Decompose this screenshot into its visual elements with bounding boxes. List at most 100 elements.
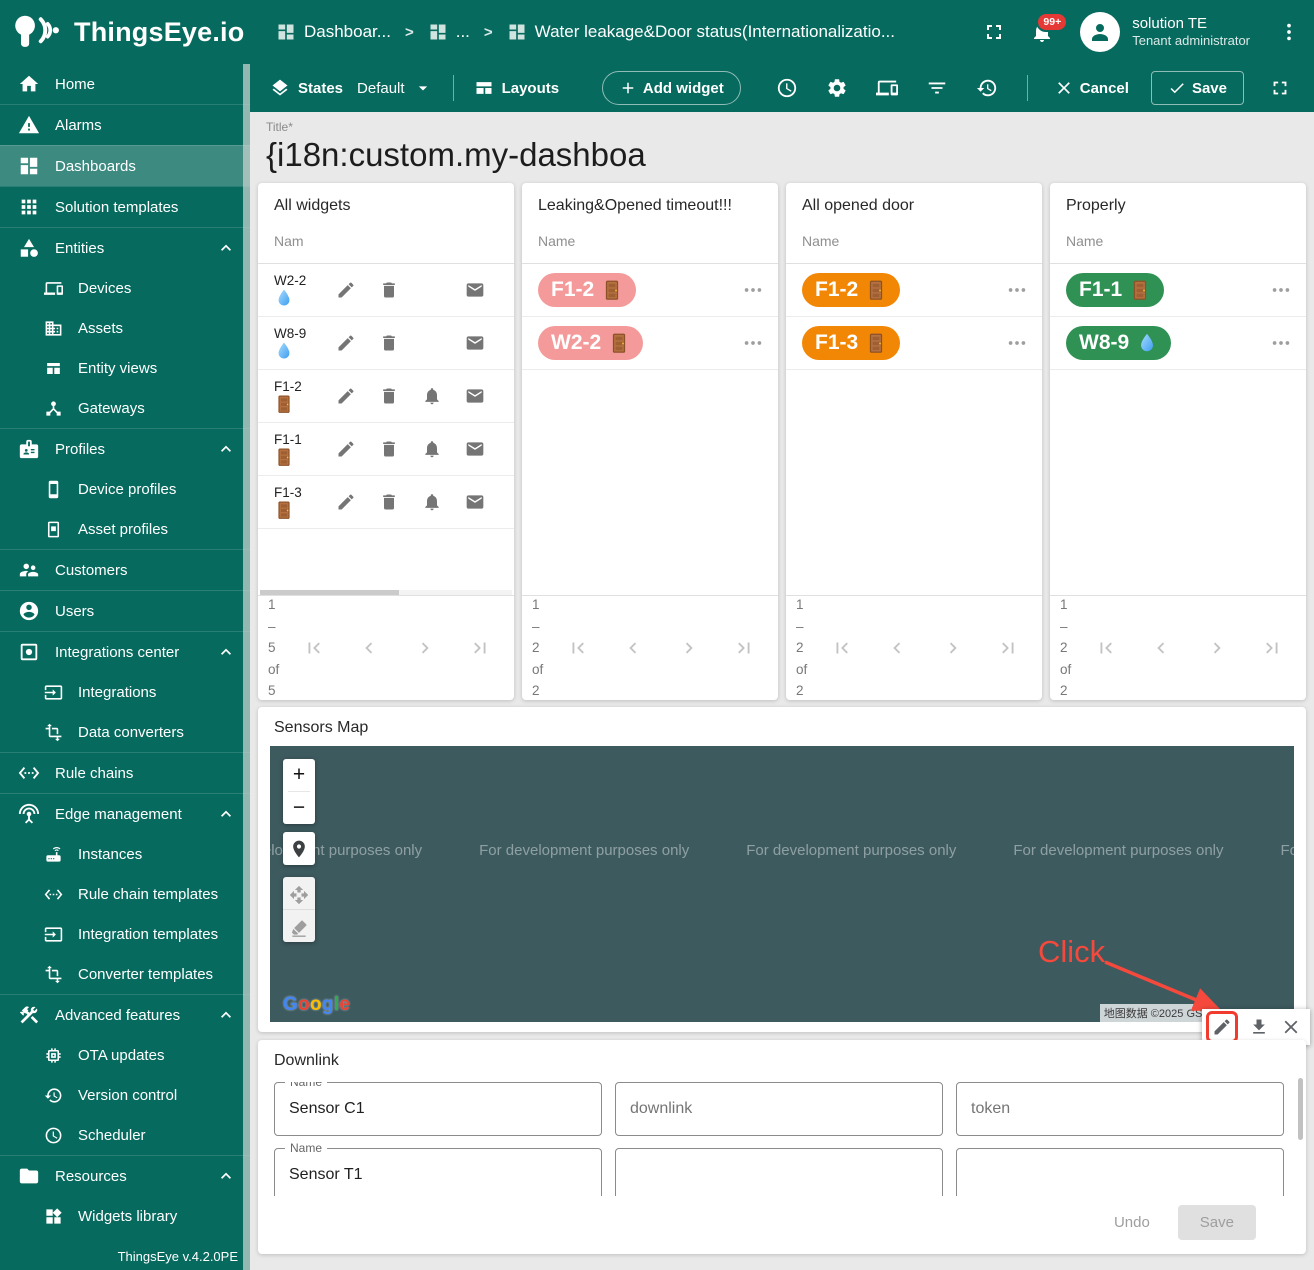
sidebar-item-resources[interactable]: Resources	[0, 1155, 250, 1196]
previous-page-button[interactable]	[886, 637, 908, 659]
sidebar-item-edge-management[interactable]: Edge management	[0, 793, 250, 834]
next-page-button[interactable]	[414, 637, 436, 659]
last-page-button[interactable]	[997, 637, 1019, 659]
dashboard-settings-button[interactable]	[817, 77, 857, 99]
entity-aliases-button[interactable]	[867, 77, 907, 99]
dashboard-title-input[interactable]: {i18n:custom.my-dashboa	[266, 136, 646, 173]
sidebar-item-entities[interactable]: Entities	[0, 227, 250, 268]
token-input[interactable]	[957, 1149, 1283, 1196]
table-horizontal-scrollbar[interactable]	[260, 590, 512, 595]
map-locate-button[interactable]	[283, 832, 315, 865]
sidebar-item-integrations[interactable]: Integrations	[0, 672, 250, 712]
sidebar-scrollbar[interactable]	[243, 64, 250, 1270]
delete-button[interactable]	[379, 492, 399, 512]
entity-chip[interactable]: F1-2	[538, 273, 637, 307]
last-page-button[interactable]	[1261, 637, 1283, 659]
previous-page-button[interactable]	[622, 637, 644, 659]
previous-page-button[interactable]	[358, 637, 380, 659]
google-map[interactable]: For development purposes only For develo…	[270, 746, 1294, 1022]
last-page-button[interactable]	[733, 637, 755, 659]
sidebar-item-solution-templates[interactable]: Solution templates	[0, 186, 250, 227]
delete-button[interactable]	[379, 439, 399, 459]
delete-button[interactable]	[379, 386, 399, 406]
downlink-scrollbar[interactable]	[1298, 1078, 1303, 1140]
header-menu-button[interactable]	[1278, 21, 1300, 43]
sidebar-item-ota-updates[interactable]: OTA updates	[0, 1035, 250, 1075]
save-button[interactable]: Save	[1150, 71, 1244, 105]
sidebar-item-data-converters[interactable]: Data converters	[0, 712, 250, 752]
entity-chip[interactable]: F1-2	[802, 273, 901, 307]
sidebar-item-integration-templates[interactable]: Integration templates	[0, 914, 250, 954]
sidebar-item-gateways[interactable]: Gateways	[0, 388, 250, 428]
sidebar-item-users[interactable]: Users	[0, 590, 250, 631]
sidebar-item-device-profiles[interactable]: Device profiles	[0, 469, 250, 509]
sidebar-item-advanced-features[interactable]: Advanced features	[0, 994, 250, 1035]
map-move-button[interactable]	[283, 877, 315, 909]
entity-cell[interactable]: F1-1	[274, 432, 324, 467]
row-menu-button[interactable]	[1270, 279, 1292, 301]
email-button[interactable]	[465, 492, 485, 512]
layouts-button[interactable]: Layouts	[474, 78, 559, 98]
entity-chip[interactable]: W2-2	[538, 326, 644, 360]
row-menu-button[interactable]	[742, 279, 764, 301]
filters-button[interactable]	[917, 77, 957, 99]
delete-button[interactable]	[379, 333, 399, 353]
delete-button[interactable]	[379, 280, 399, 300]
sidebar-item-home[interactable]: Home	[0, 64, 250, 104]
next-page-button[interactable]	[1206, 637, 1228, 659]
sidebar-item-assets[interactable]: Assets	[0, 308, 250, 348]
brand[interactable]: ThingsEye.io	[0, 12, 246, 52]
sidebar-item-asset-profiles[interactable]: Asset profiles	[0, 509, 250, 549]
next-page-button[interactable]	[942, 637, 964, 659]
breadcrumb-item-dashboards[interactable]: Dashboar...	[276, 22, 391, 42]
cancel-button[interactable]: Cancel	[1048, 78, 1135, 98]
row-menu-button[interactable]	[742, 332, 764, 354]
first-page-button[interactable]	[831, 637, 853, 659]
sidebar-item-instances[interactable]: Instances	[0, 834, 250, 874]
edit-button[interactable]	[336, 386, 356, 406]
sidebar-item-dashboards[interactable]: Dashboards	[0, 145, 250, 186]
edit-button[interactable]	[336, 280, 356, 300]
entity-cell[interactable]: W2-2	[274, 273, 324, 308]
email-button[interactable]	[465, 439, 485, 459]
remove-widget-button[interactable]	[1280, 1016, 1302, 1038]
row-menu-button[interactable]	[1006, 332, 1028, 354]
name-input[interactable]	[275, 1083, 601, 1135]
entity-cell[interactable]: F1-2	[274, 379, 324, 414]
email-button[interactable]	[465, 333, 485, 353]
edit-button[interactable]	[336, 439, 356, 459]
sidebar-item-entity-views[interactable]: Entity views	[0, 348, 250, 388]
edit-widget-button[interactable]	[1212, 1017, 1232, 1037]
next-page-button[interactable]	[678, 637, 700, 659]
undo-button[interactable]: Undo	[1100, 1206, 1164, 1239]
fullscreen-button[interactable]	[982, 20, 1006, 44]
states-control[interactable]: States Default	[270, 78, 433, 98]
entity-cell[interactable]: F1-3	[274, 485, 324, 520]
zoom-out-button[interactable]: −	[283, 792, 315, 824]
alarm-bell-button[interactable]	[422, 386, 442, 406]
sidebar-item-customers[interactable]: Customers	[0, 549, 250, 590]
breadcrumb-item-group[interactable]: ...	[428, 22, 470, 42]
entity-chip[interactable]: F1-1	[1066, 273, 1165, 307]
alarm-bell-button[interactable]	[422, 492, 442, 512]
email-button[interactable]	[465, 386, 485, 406]
sidebar-item-profiles[interactable]: Profiles	[0, 428, 250, 469]
fullscreen-toggle-button[interactable]	[1260, 77, 1300, 99]
last-page-button[interactable]	[469, 637, 491, 659]
notifications-button[interactable]: 99+	[1030, 12, 1069, 44]
add-widget-button[interactable]: Add widget	[601, 71, 741, 105]
downlink-input[interactable]	[616, 1149, 942, 1196]
alarm-bell-button[interactable]	[422, 439, 442, 459]
timewindow-button[interactable]	[767, 77, 807, 99]
downlink-input[interactable]	[616, 1083, 942, 1135]
sidebar-item-version-control[interactable]: Version control	[0, 1075, 250, 1115]
edit-button[interactable]	[336, 333, 356, 353]
map-eraser-button[interactable]	[283, 910, 315, 942]
entity-chip[interactable]: W8-9	[1066, 326, 1172, 360]
first-page-button[interactable]	[567, 637, 589, 659]
entity-chip[interactable]: F1-3	[802, 326, 901, 360]
sidebar-item-widgets-library[interactable]: Widgets library	[0, 1196, 250, 1236]
sidebar-item-alarms[interactable]: Alarms	[0, 104, 250, 145]
sidebar-item-integrations-center[interactable]: Integrations center	[0, 631, 250, 672]
breadcrumb-item-current-dashboard[interactable]: Water leakage&Door status(Internationali…	[507, 22, 895, 42]
